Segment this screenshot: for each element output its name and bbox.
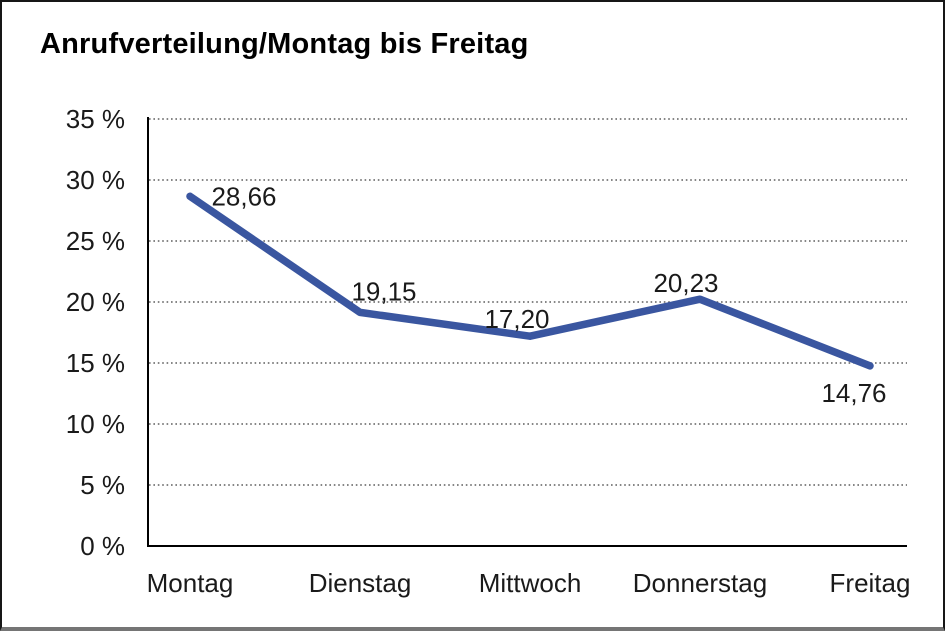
data-label: 19,15: [351, 276, 416, 306]
y-tick-label: 30 %: [66, 165, 125, 195]
y-tick-label: 15 %: [66, 348, 125, 378]
data-label: 28,66: [211, 181, 276, 211]
data-label: 14,76: [821, 378, 886, 408]
x-tick-label: Freitag: [830, 568, 911, 598]
data-label: 17,20: [484, 304, 549, 334]
y-tick-label: 5 %: [80, 470, 125, 500]
y-tick-label: 20 %: [66, 287, 125, 317]
data-line: [186, 192, 874, 370]
data-label: 20,23: [653, 268, 718, 298]
y-tick-label: 35 %: [66, 104, 125, 134]
y-tick-label: 10 %: [66, 409, 125, 439]
x-tick-label: Dienstag: [309, 568, 412, 598]
chart-title: Anrufverteilung/Montag bis Freitag: [40, 28, 529, 60]
x-tick-label: Montag: [147, 568, 234, 598]
y-tick-label: 25 %: [66, 226, 125, 256]
y-tick-label: 0 %: [80, 531, 125, 561]
x-tick-label: Mittwoch: [479, 568, 582, 598]
x-tick-label: Donnerstag: [633, 568, 767, 598]
